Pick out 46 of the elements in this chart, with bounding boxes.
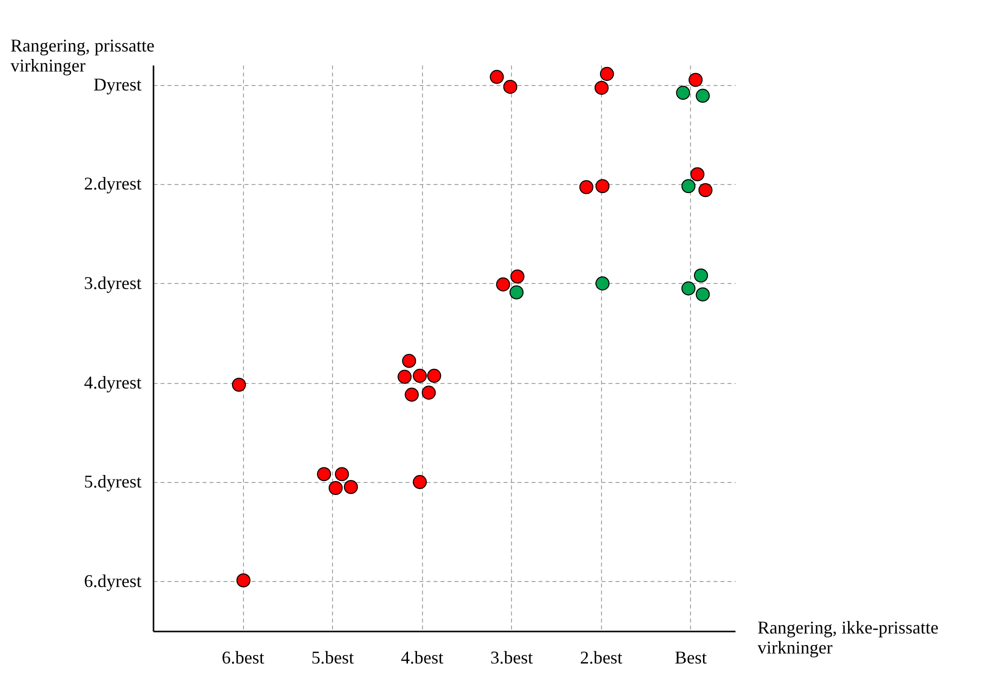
x-tick-label: 2.best xyxy=(580,648,622,668)
y-tick-label: 3.dyrest xyxy=(84,272,142,293)
point xyxy=(595,179,610,194)
y-tick-label: 4.dyrest xyxy=(84,372,142,392)
point xyxy=(398,370,412,384)
y-tick-label: 5.dyrest xyxy=(84,472,142,492)
x-axis-title: Rangering, ikke-prissatte virkninger xyxy=(758,618,938,658)
point xyxy=(236,573,250,588)
point xyxy=(503,80,518,94)
x-tick-label: 6.best xyxy=(222,648,264,668)
y-tick-label: Dyrest xyxy=(94,74,142,94)
point xyxy=(404,388,419,402)
x-tick-label: 3.best xyxy=(490,648,533,668)
point xyxy=(510,285,524,300)
point xyxy=(496,277,510,292)
point xyxy=(328,481,343,496)
x-tick-label: 4.best xyxy=(400,648,444,668)
point xyxy=(334,467,349,482)
x-tick-label: 5.best xyxy=(311,648,354,668)
point xyxy=(422,386,436,400)
point xyxy=(690,167,704,182)
point xyxy=(427,368,442,383)
point xyxy=(595,276,610,290)
y-axis-title: Rangering, prissatte virkninger xyxy=(10,36,154,76)
point xyxy=(694,268,708,283)
x-tick-label: Best xyxy=(674,648,707,668)
point xyxy=(594,80,609,95)
point xyxy=(681,281,696,296)
point xyxy=(600,66,614,81)
point xyxy=(490,70,504,84)
point xyxy=(402,354,416,368)
point xyxy=(696,88,710,103)
point xyxy=(412,368,427,383)
point xyxy=(510,270,524,284)
point xyxy=(676,86,690,100)
y-tick-label: 2.dyrest xyxy=(84,174,142,194)
point xyxy=(696,287,710,302)
point xyxy=(681,179,696,194)
point xyxy=(317,467,332,482)
point xyxy=(232,378,246,392)
point xyxy=(688,72,703,87)
point xyxy=(698,183,712,198)
point xyxy=(344,480,358,494)
point xyxy=(412,475,427,490)
point xyxy=(579,180,594,194)
y-tick-label: 6.dyrest xyxy=(84,570,142,591)
